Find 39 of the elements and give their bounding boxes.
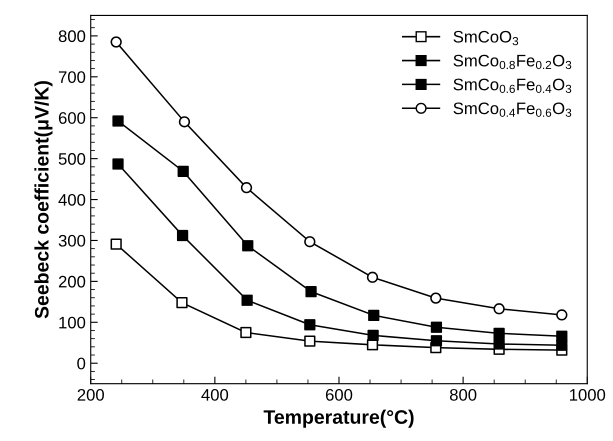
legend-label: SmCo$_{0.6}$Fe$_{0.4}$O$_{3}$ (454, 78, 572, 93)
legend-label: SmCoO$_{3}$ (454, 30, 518, 46)
point (368, 330, 379, 342)
point (176, 297, 188, 308)
point (493, 328, 505, 339)
point (112, 158, 124, 170)
x-tick-label: 400 (201, 388, 228, 401)
point (242, 294, 253, 306)
y-tick-label: 800 (58, 30, 86, 42)
point (176, 230, 188, 242)
x-axis-title: Temperature(°C) (264, 410, 414, 428)
point (242, 240, 254, 252)
point (178, 166, 189, 177)
y-tick-label: 100 (59, 316, 86, 328)
y-tick-label: 0 (77, 358, 86, 370)
y-tick-label: 500 (58, 153, 86, 165)
legend-label: SmCo$_{0.4}$Fe$_{0.6}$O$_{3}$ (454, 102, 572, 117)
point (430, 322, 442, 333)
point (430, 335, 442, 346)
y-axis-title: Seebeck coefficient(μV/K) (34, 81, 53, 318)
point (368, 310, 380, 321)
x-tick-label: 200 (78, 388, 104, 401)
point (304, 319, 316, 330)
point (110, 238, 122, 250)
point (305, 286, 317, 298)
legend-label: SmCo$_{0.8}$Fe$_{0.2}$O$_{3}$ (454, 54, 572, 70)
y-tick-label: 700 (58, 71, 86, 84)
x-tick-label: 1000 (570, 388, 606, 401)
y-tick-label: 300 (58, 234, 86, 247)
point (112, 115, 124, 127)
x-tick-label: 600 (326, 388, 352, 401)
y-tick-label: 600 (58, 112, 86, 124)
point (304, 335, 316, 347)
point (493, 338, 505, 350)
y-tick-label: 400 (58, 194, 86, 206)
point (240, 326, 252, 338)
point (556, 330, 568, 342)
x-tick-label: 800 (450, 388, 476, 401)
y-tick-label: 200 (58, 276, 86, 288)
